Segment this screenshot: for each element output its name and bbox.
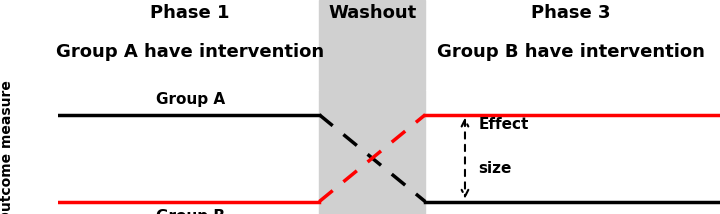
Bar [319,90,426,214]
Text: Group A have intervention: Group A have intervention [56,43,324,61]
Text: Washout: Washout [328,4,416,22]
Bar [319,0,426,90]
Text: Phase 3: Phase 3 [531,4,611,22]
Text: Outcome measure: Outcome measure [0,80,14,214]
Text: Group B: Group B [156,209,225,214]
Text: Phase 1: Phase 1 [150,4,230,22]
Text: Effect: Effect [478,117,528,132]
Text: Group B have intervention: Group B have intervention [437,43,705,61]
Text: size: size [478,161,512,176]
Text: Group A: Group A [156,92,225,107]
